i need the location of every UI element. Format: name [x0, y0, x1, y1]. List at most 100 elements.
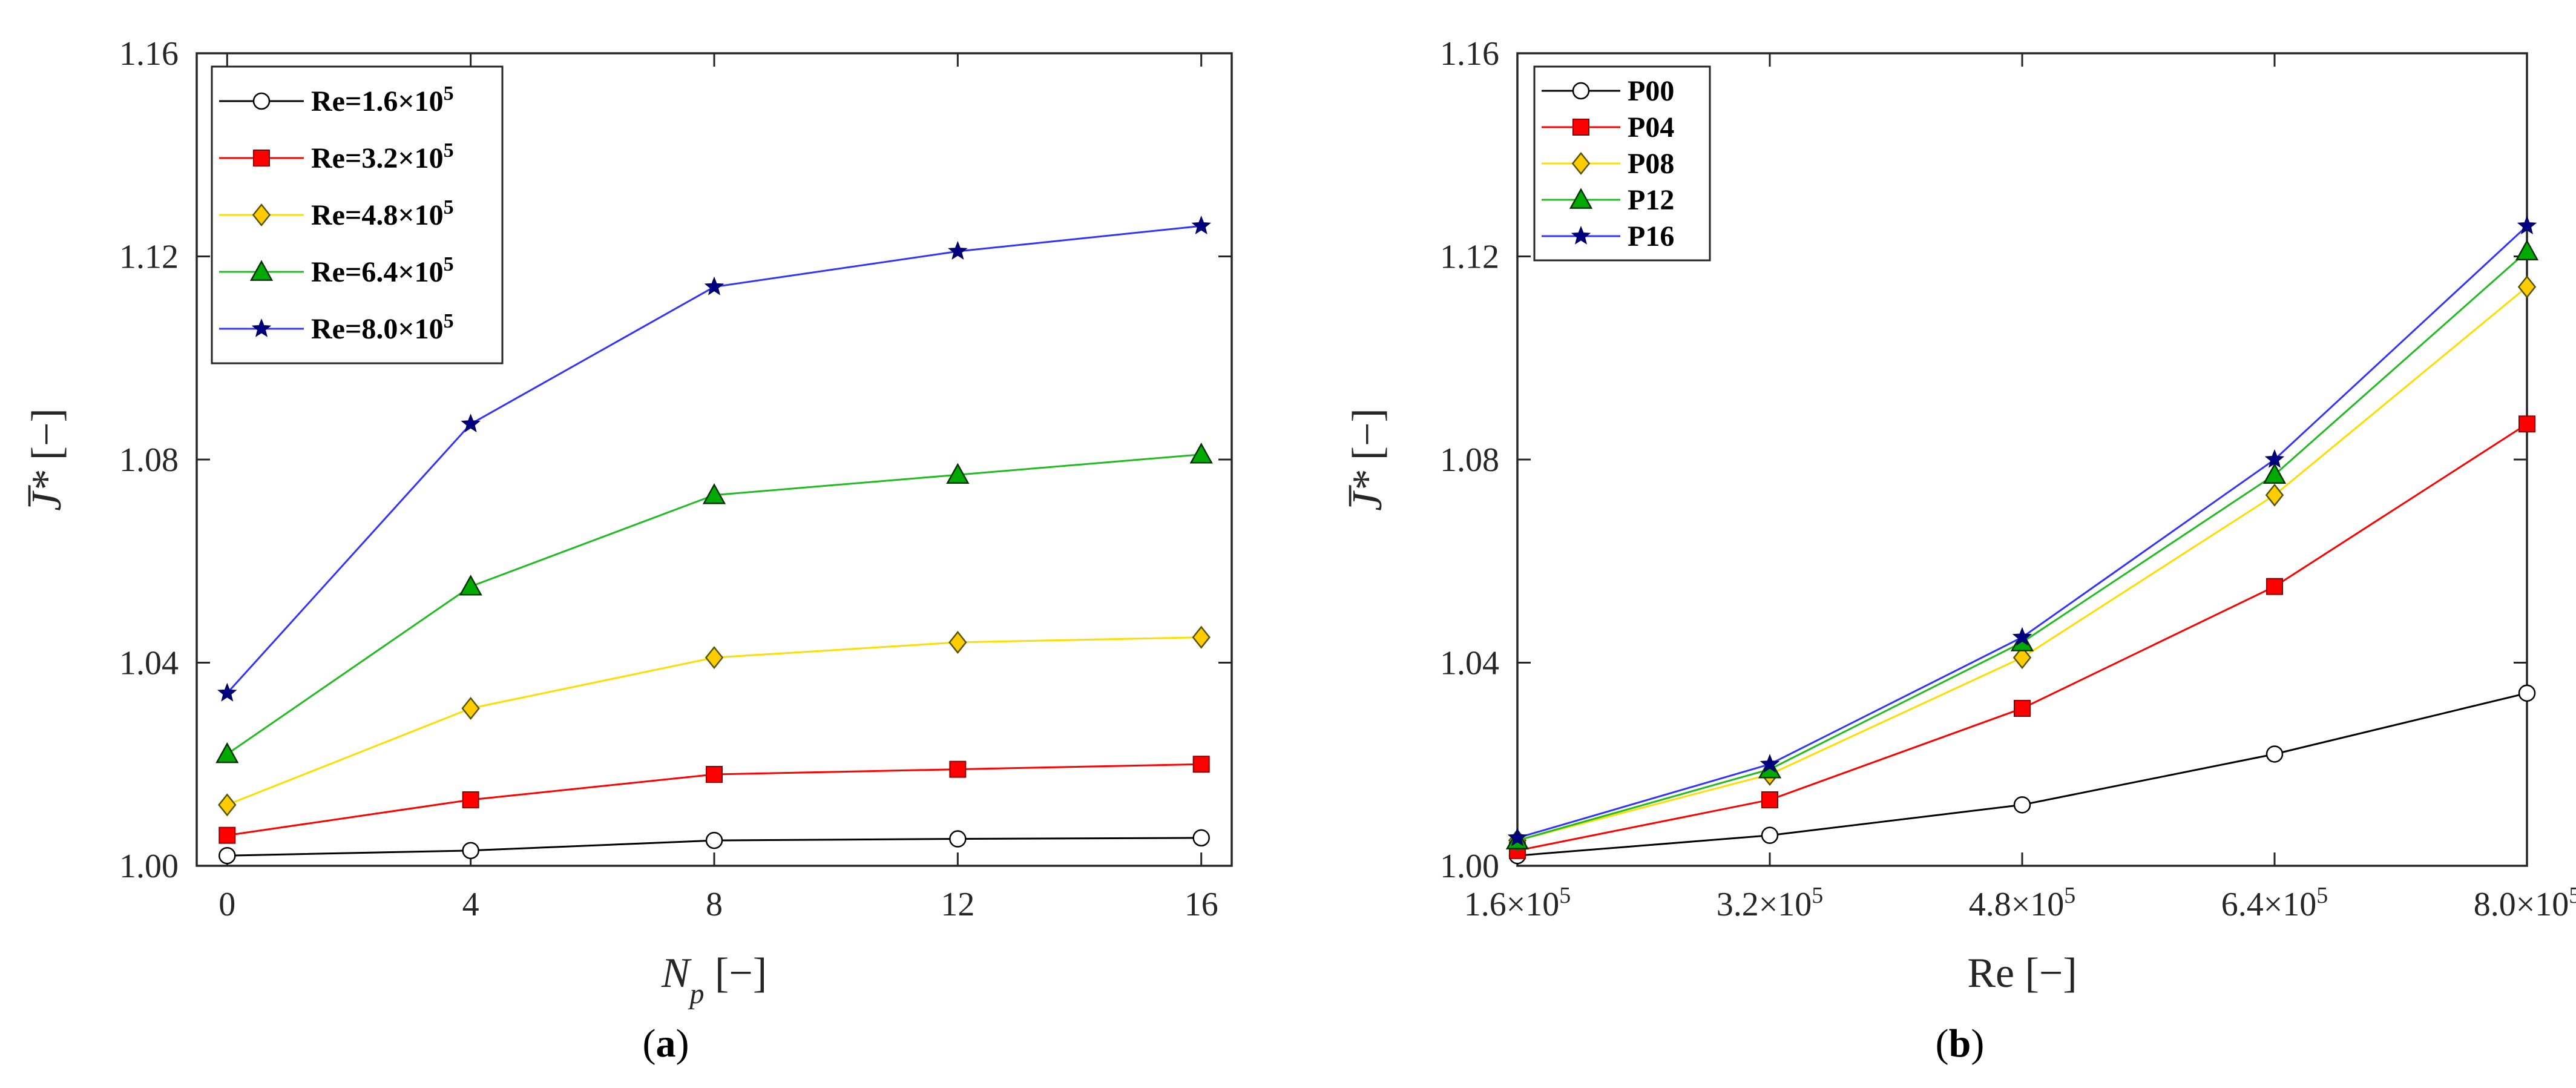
- data-point: [2012, 646, 2032, 670]
- data-point: [2266, 578, 2283, 595]
- legend-label: P00: [1628, 75, 1674, 107]
- legend-label: P12: [1628, 184, 1674, 216]
- data-point: [1761, 791, 1778, 808]
- data-point: [215, 742, 239, 763]
- series-1: [218, 756, 1210, 844]
- y-tick-label: 1.04: [119, 645, 179, 682]
- y-tick-label: 1.04: [1440, 645, 1499, 682]
- data-point: [2518, 415, 2535, 433]
- legend: P00 P04 P08 P12 P16: [1533, 65, 1711, 262]
- x-tick-label: 1.6×105: [1464, 883, 1571, 923]
- data-point: [459, 575, 482, 596]
- data-point: [2014, 699, 2031, 717]
- legend-label: Re=1.6×105: [311, 82, 454, 118]
- data-point: [2013, 796, 2031, 814]
- series-1: [1509, 415, 2535, 859]
- data-point: [218, 826, 236, 844]
- y-tick-label: 1.12: [1440, 239, 1499, 276]
- data-point: [705, 646, 724, 670]
- data-point: [949, 830, 967, 848]
- y-tick-label: 1.08: [119, 441, 179, 479]
- data-point: [704, 276, 724, 295]
- x-tick-label: 8: [706, 886, 723, 923]
- x-tick-label: 0: [218, 886, 235, 923]
- y-axis-title: J̅* [−]: [1344, 408, 1391, 511]
- legend-marker: [1571, 151, 1591, 176]
- panel-label: (a): [643, 1021, 689, 1066]
- data-point: [706, 766, 723, 783]
- data-point: [946, 463, 970, 484]
- x-tick-label: 4: [462, 886, 479, 923]
- legend: Re=1.6×105 Re=3.2×105 Re=4.8×105 Re=6.4×105…: [211, 65, 504, 364]
- data-point: [461, 696, 480, 720]
- x-axis-title: Np [−]: [661, 950, 767, 1010]
- series-2: [218, 625, 1211, 817]
- data-point: [1189, 443, 1213, 464]
- x-axis-title: Re [−]: [1967, 950, 2077, 997]
- data-point: [1760, 754, 1780, 773]
- y-tick-label: 1.00: [119, 848, 179, 885]
- data-point: [1761, 826, 1779, 844]
- y-tick-label: 1.16: [1440, 35, 1499, 73]
- data-point: [2517, 275, 2537, 298]
- data-point: [461, 414, 481, 433]
- series-4: [1507, 216, 2537, 846]
- series-3: [215, 443, 1213, 763]
- legend-marker: [252, 92, 271, 110]
- legend-label: P08: [1628, 148, 1674, 180]
- legend-label: P04: [1628, 111, 1674, 143]
- data-point: [217, 682, 237, 702]
- data-point: [702, 483, 726, 504]
- x-tick-label: 4.8×105: [1969, 883, 2076, 923]
- data-point: [2265, 483, 2284, 507]
- legend-label: Re=3.2×105: [311, 139, 454, 175]
- data-point: [949, 760, 967, 778]
- data-point: [2266, 745, 2284, 763]
- legend-label: Re=6.4×105: [311, 253, 454, 289]
- legend-marker: [1569, 188, 1593, 209]
- data-point: [2517, 216, 2537, 234]
- series-0: [218, 829, 1210, 865]
- data-point: [1507, 827, 1528, 846]
- x-tick-label: 8.0×105: [2474, 883, 2576, 923]
- series-4: [217, 216, 1211, 702]
- legend-label: P16: [1628, 220, 1674, 252]
- legend-marker: [252, 203, 271, 227]
- data-point: [218, 793, 237, 817]
- legend-marker: [253, 150, 270, 166]
- data-point: [218, 846, 236, 865]
- legend-marker: [251, 318, 272, 337]
- data-point: [705, 831, 723, 849]
- y-axis-title: J̅* [−]: [24, 408, 70, 511]
- legend-label: Re=8.0×105: [311, 310, 454, 346]
- data-point: [2012, 627, 2032, 646]
- panel-label: (b): [1936, 1021, 1985, 1066]
- data-point: [462, 842, 479, 860]
- y-tick-label: 1.08: [1440, 441, 1499, 479]
- legend-marker: [1571, 225, 1591, 245]
- legend-marker: [249, 260, 274, 281]
- y-tick-label: 1.00: [1440, 848, 1499, 885]
- legend-marker: [1572, 82, 1590, 100]
- data-point: [1192, 756, 1210, 773]
- chart-panel-a: 1.00 1.04 1.08 1.12 1.16 0 4 8 12 16 Np [−] J̅* [−]…: [24, 35, 1233, 1066]
- x-tick-label: 3.2×105: [1717, 883, 1824, 923]
- data-point: [2515, 239, 2539, 260]
- data-point: [1192, 829, 1210, 847]
- data-point: [948, 241, 968, 260]
- data-point: [2518, 684, 2536, 702]
- legend-marker: [1572, 119, 1589, 136]
- data-point: [948, 630, 967, 654]
- series-0: [1508, 684, 2536, 865]
- data-point: [2264, 449, 2285, 468]
- x-tick-label: 12: [941, 886, 974, 923]
- data-point: [462, 791, 479, 808]
- x-tick-label: 6.4×105: [2221, 883, 2328, 923]
- x-tick-label: 16: [1184, 886, 1218, 923]
- chart-panel-b: 1.00 1.04 1.08 1.12 1.16 1.6×105 3.2×105 4.8×10…: [1344, 35, 2576, 1066]
- data-point: [1191, 216, 1211, 234]
- y-tick-label: 1.16: [119, 35, 179, 73]
- y-tick-label: 1.12: [119, 239, 179, 276]
- data-point: [1192, 625, 1211, 649]
